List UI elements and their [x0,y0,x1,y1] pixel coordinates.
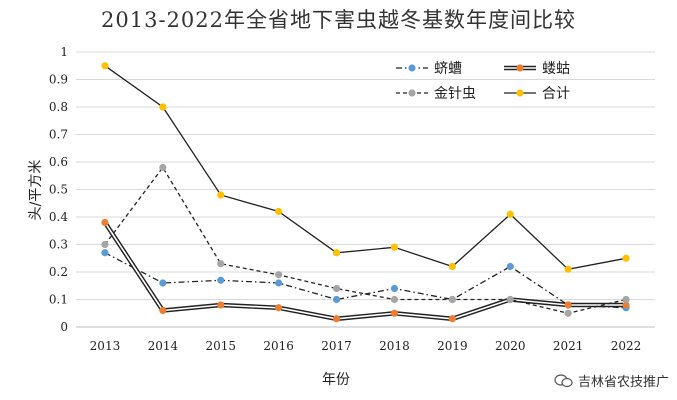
data-point [159,163,167,172]
x-tick-label: 2022 [611,339,642,353]
gridlines [76,51,655,328]
series-line-outer [103,221,626,322]
series-金针虫 [101,163,630,317]
legend-marker [408,64,416,72]
watermark-text: 吉林省农技推广 [577,375,669,390]
legend-label: 蝼蛄 [542,61,570,77]
chart-title: 2013-2022年全省地下害虫越冬基数年度间比较 [101,8,576,32]
x-tick-label: 2014 [148,339,179,353]
y-tick-label: 0.4 [49,210,68,224]
data-point [332,249,341,257]
legend-label: 金针虫 [434,86,476,102]
data-point [159,279,167,287]
data-point [101,240,109,249]
data-point [275,279,283,287]
y-tick-label: 0.5 [49,183,68,197]
data-point [159,103,167,111]
x-tick-label: 2021 [553,339,584,353]
series-line-inner [104,222,626,320]
series-合计 [101,62,630,273]
legend-marker [408,89,416,97]
y-tick-label: 0.8 [49,100,68,114]
data-point [159,306,167,315]
series-line [104,252,627,309]
data-point [622,254,630,262]
watermark: 吉林省农技推广 [554,371,669,390]
series-line [104,65,627,271]
data-point [332,315,341,323]
y-tick-label: 0.7 [49,128,68,142]
y-tick-label: 0.3 [49,238,68,252]
legend-label: 蛴螬 [434,61,462,77]
legend-item: 合计 [504,86,570,102]
y-tick-label: 0.9 [49,73,68,87]
legend-item: 蛴螬 [396,61,462,77]
data-point [390,284,399,293]
wechat-icon [554,373,573,387]
legend-item: 金针虫 [396,86,476,102]
data-point [506,262,514,271]
x-tick-label: 2017 [321,339,352,353]
data-point [217,276,225,284]
data-point [448,295,456,304]
y-tick-label: 1 [60,45,68,59]
data-point [101,249,109,257]
x-tick-label: 2019 [437,339,468,353]
y-tick-label: 0.6 [49,155,68,169]
y-tick-label: 0 [60,320,68,334]
data-point [390,309,399,317]
x-tick-label: 2015 [205,339,236,353]
data-point [564,265,572,273]
series-lines [101,62,630,323]
legend-item: 蝼蛄 [504,61,570,77]
legend-marker [516,89,524,97]
data-point [390,243,399,251]
data-point [101,62,109,70]
data-point [217,301,225,309]
data-point [506,210,514,218]
data-point [332,295,341,304]
data-point [448,315,456,323]
data-point [564,301,572,309]
data-point [217,260,225,268]
x-tick-label: 2018 [379,339,410,353]
legend-label: 合计 [542,86,570,102]
series-蝼蛄 [101,218,630,323]
data-point [275,207,283,216]
data-point [448,262,456,271]
data-point [564,309,572,317]
y-axis-title: 头/平方米 [28,160,44,221]
x-axis-title: 年份 [322,372,350,388]
data-point [622,295,630,304]
data-point [622,301,630,309]
x-tick-label: 2016 [263,339,294,353]
y-tick-labels: 0 0.1 0.2 0.3 0.4 0.5 0.6 0.7 0.8 0.9 1 [49,45,68,334]
data-point [275,271,283,279]
data-point [390,295,399,304]
data-point [275,304,283,312]
x-tick-labels: 2013 2014 2015 2016 2017 2018 2019 2020 2021 2022 [90,339,642,353]
x-tick-label: 2020 [495,339,526,353]
data-point [506,295,514,304]
legend-marker [516,64,524,72]
x-tick-label: 2013 [90,339,121,353]
y-tick-label: 0.2 [49,265,68,279]
y-tick-label: 0.1 [49,293,68,307]
data-point [332,284,341,293]
data-point [101,218,109,227]
data-point [217,191,225,199]
